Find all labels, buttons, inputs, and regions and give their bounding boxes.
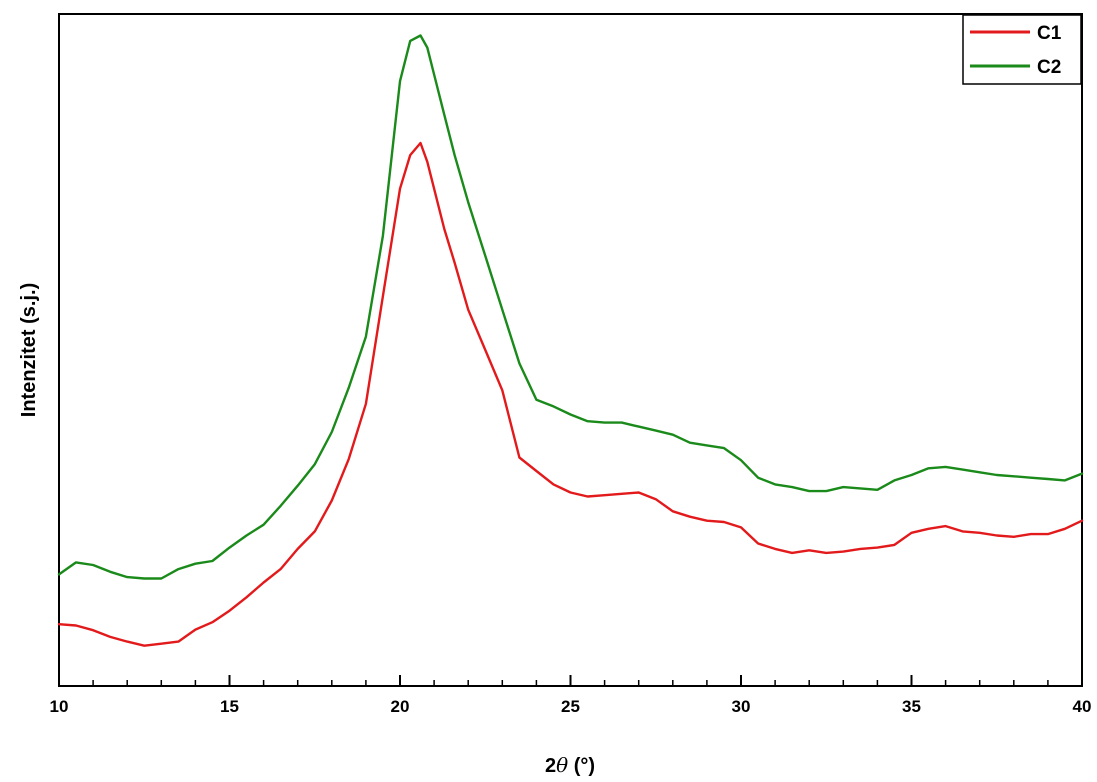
x-axis-label: 2θ (°) (545, 753, 595, 777)
x-tick-label: 15 (220, 697, 239, 716)
plot-frame (58, 13, 1083, 687)
legend: C1 C2 (962, 14, 1082, 85)
x-major-ticks (58, 675, 1083, 686)
series-line-c1 (57, 141, 1084, 647)
legend-label-c2: C2 (1037, 57, 1061, 78)
x-tick-label: 20 (391, 697, 410, 716)
series-line-c2 (57, 34, 1084, 580)
x-minor-ticks (92, 680, 1049, 686)
x-tick-label: 35 (902, 697, 921, 716)
y-axis-label: Intenzitet (s.j.) (18, 283, 40, 417)
x-tick-label: 40 (1073, 697, 1092, 716)
legend-label-c1: C1 (1037, 23, 1062, 44)
legend-box (962, 14, 1082, 85)
x-tick-label: 30 (732, 697, 751, 716)
x-tick-labels: 10 15 20 25 30 35 40 (50, 697, 1092, 716)
x-tick-label: 25 (561, 697, 580, 716)
x-tick-label: 10 (50, 697, 69, 716)
series-layer (57, 34, 1084, 647)
